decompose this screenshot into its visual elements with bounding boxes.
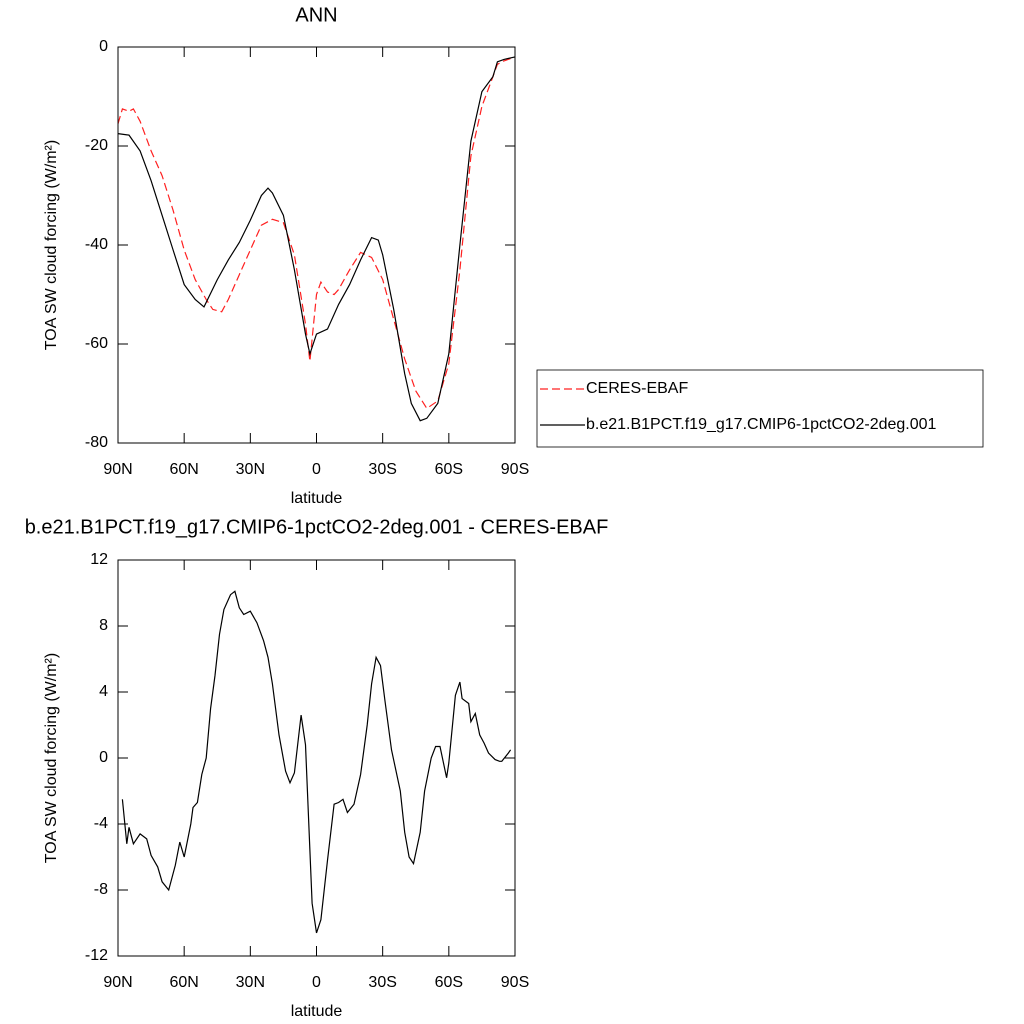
y-tick-label: -12 [85, 947, 108, 964]
y-axis-label: TOA SW cloud forcing (W/m²) [43, 140, 60, 350]
y-tick-label: -60 [85, 335, 108, 352]
x-tick-label: 60S [435, 974, 463, 991]
x-tick-label: 60N [169, 974, 198, 991]
x-tick-label: 90N [103, 461, 132, 478]
y-tick-label: 0 [99, 38, 108, 55]
y-tick-label: 12 [90, 551, 108, 568]
x-tick-label: 30S [368, 974, 396, 991]
y-tick-label: 4 [99, 683, 108, 700]
data-line [117, 56, 516, 410]
x-tick-label: 0 [312, 974, 321, 991]
legend: CERES-EBAF b.e21.B1PCT.f19_g17.CMIP6-1pct… [536, 369, 984, 448]
x-axis-label: latitude [291, 1003, 343, 1020]
y-tick-label: -4 [94, 815, 108, 832]
x-tick-label: 0 [312, 461, 321, 478]
x-tick-label: 90S [501, 461, 529, 478]
y-tick-label: -40 [85, 236, 108, 253]
data-line [121, 590, 512, 934]
legend-label: b.e21.B1PCT.f19_g17.CMIP6-1pctCO2-2deg.0… [586, 416, 937, 433]
x-axis-label: latitude [291, 490, 343, 507]
x-tick-label: 30S [368, 461, 396, 478]
x-tick-label: 60N [169, 461, 198, 478]
data-line [117, 56, 516, 422]
x-tick-label: 60S [435, 461, 463, 478]
y-tick-label: -8 [94, 881, 108, 898]
plot-frame [117, 46, 516, 444]
x-tick-label: 90N [103, 974, 132, 991]
chart-title: ANN [295, 4, 337, 26]
x-tick-label: 30N [236, 974, 265, 991]
y-tick-label: -20 [85, 137, 108, 154]
y-tick-label: -80 [85, 434, 108, 451]
plot-frame [117, 559, 516, 957]
legend-label: CERES-EBAF [586, 380, 688, 397]
legend-box [536, 369, 984, 448]
x-tick-label: 30N [236, 461, 265, 478]
y-axis-label: TOA SW cloud forcing (W/m²) [43, 653, 60, 863]
chart-title: b.e21.B1PCT.f19_g17.CMIP6-1pctCO2-2deg.0… [25, 516, 609, 538]
x-tick-label: 90S [501, 974, 529, 991]
y-tick-label: 0 [99, 749, 108, 766]
y-tick-label: 8 [99, 617, 108, 634]
